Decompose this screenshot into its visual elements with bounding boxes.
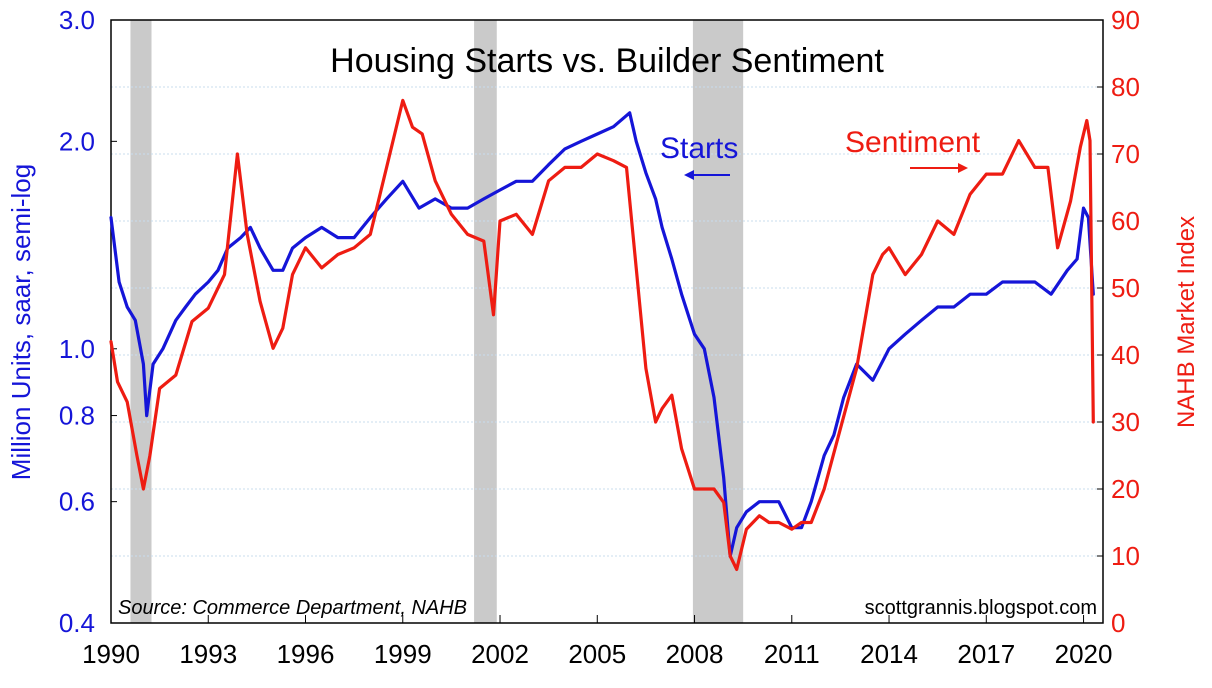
x-tick-label: 1999 [374, 639, 432, 669]
x-tick-label: 2008 [666, 639, 724, 669]
chart-title: Housing Starts vs. Builder Sentiment [330, 42, 884, 80]
right-tick-label: 70 [1111, 139, 1140, 169]
starts-label: Starts [660, 132, 738, 165]
x-axis-ticks: 1990 1993 1996 1999 2002 2005 2008 2011 2014 2017… [82, 615, 1112, 669]
right-tick-label: 0 [1111, 608, 1125, 638]
x-tick-label: 1990 [82, 639, 140, 669]
credit-note: scottgrannis.blogspot.com [865, 597, 1097, 619]
x-tick-label: 1993 [179, 639, 237, 669]
right-axis-ticks: 90 80 70 60 50 40 30 20 10 0 [1097, 5, 1140, 638]
source-note: Source: Commerce Department, NAHB [118, 597, 467, 619]
x-tick-label: 2002 [471, 639, 529, 669]
right-tick-label: 10 [1111, 541, 1140, 571]
left-axis-ticks: 3.0 2.0 1.0 0.8 0.6 0.4 [59, 5, 117, 638]
left-tick-label: 0.6 [59, 487, 95, 517]
right-tick-label: 50 [1111, 273, 1140, 303]
gridlines [111, 86, 1103, 557]
sentiment-arrow [910, 163, 968, 173]
starts-line [109, 111, 1095, 558]
series-lines [109, 98, 1095, 572]
left-tick-label: 2.0 [59, 126, 95, 156]
plot-frame [110, 19, 1104, 624]
sentiment-label: Sentiment [845, 126, 981, 159]
x-tick-label: 1996 [277, 639, 335, 669]
right-tick-label: 30 [1111, 407, 1140, 437]
left-tick-label: 3.0 [59, 5, 95, 35]
recession-band [474, 20, 497, 623]
left-tick-label: 1.0 [59, 334, 95, 364]
left-axis-title: Million Units, saar, semi-log [6, 164, 36, 480]
recession-bands [130, 20, 744, 623]
x-tick-label: 2014 [860, 639, 918, 669]
right-tick-label: 60 [1111, 206, 1140, 236]
starts-arrow [684, 170, 730, 180]
left-tick-label: 0.4 [59, 608, 95, 638]
recession-band [130, 20, 152, 623]
x-tick-label: 2020 [1055, 639, 1113, 669]
right-tick-label: 90 [1111, 5, 1140, 35]
recession-band [692, 20, 744, 623]
x-tick-label: 2011 [764, 639, 820, 669]
right-tick-label: 20 [1111, 474, 1140, 504]
x-tick-label: 2017 [957, 639, 1015, 669]
x-tick-label: 2005 [568, 639, 626, 669]
right-tick-label: 40 [1111, 340, 1140, 370]
left-tick-label: 0.8 [59, 401, 95, 431]
sentiment-line [109, 98, 1095, 572]
right-tick-label: 80 [1111, 72, 1140, 102]
right-axis-title: NAHB Market Index [1173, 216, 1200, 428]
